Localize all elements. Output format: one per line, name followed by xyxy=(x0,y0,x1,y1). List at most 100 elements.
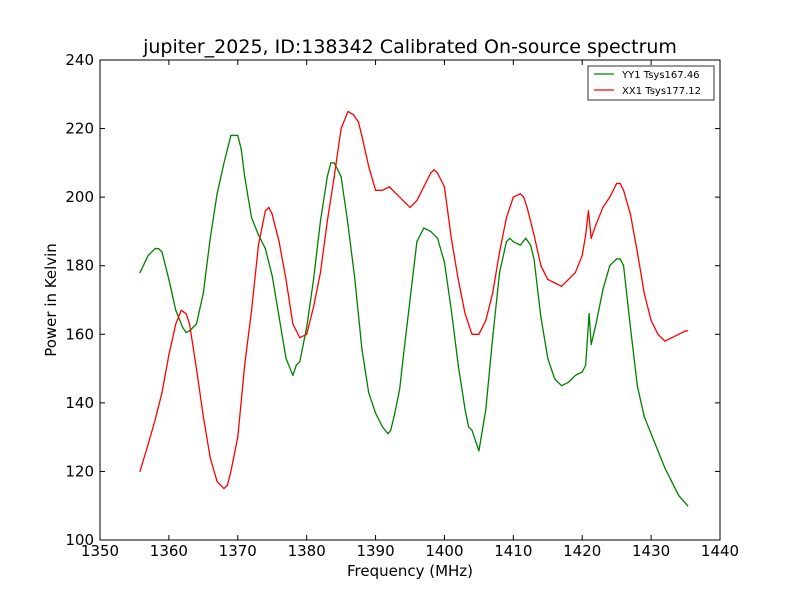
series-1-point xyxy=(357,121,359,123)
series-1-point xyxy=(433,169,435,171)
series-1-point xyxy=(478,333,480,335)
series-0-point xyxy=(333,162,335,164)
series-1-point xyxy=(505,217,508,219)
series-1-point xyxy=(622,189,625,191)
series-0-point xyxy=(416,241,418,243)
series-0-point xyxy=(209,237,211,239)
series-0-point xyxy=(381,426,384,428)
series-1-point xyxy=(595,223,597,226)
series-1-point xyxy=(374,189,377,191)
y-tick-label: 200 xyxy=(65,188,94,206)
series-1-point xyxy=(636,251,638,253)
series-1-point xyxy=(312,306,315,308)
series-1-point xyxy=(368,165,370,167)
series-0-point xyxy=(223,162,225,164)
series-1-point xyxy=(319,271,322,274)
series-1-point xyxy=(587,210,590,212)
series-0-point xyxy=(450,309,452,311)
series-1-point xyxy=(264,210,266,212)
series-1-point xyxy=(567,278,570,281)
series-1-point xyxy=(361,134,363,137)
series-0-point xyxy=(443,261,446,263)
series-1-point xyxy=(416,199,418,202)
series-1-point xyxy=(616,182,618,185)
series-1-point xyxy=(602,206,604,209)
series-1-point xyxy=(523,196,525,198)
series-0-point xyxy=(643,415,645,418)
series-0-point xyxy=(306,326,308,329)
series-0-point xyxy=(602,289,604,291)
series-0-point xyxy=(595,323,597,325)
series-1-point xyxy=(268,206,270,209)
series-1-point xyxy=(498,251,501,253)
series-0-point xyxy=(390,429,392,431)
series-1-point xyxy=(161,391,163,394)
series-0-point xyxy=(182,326,184,329)
series-1-point xyxy=(216,481,218,483)
series-1-point xyxy=(278,241,280,243)
series-0-point xyxy=(588,313,590,315)
series-0-point xyxy=(240,148,242,150)
legend-label-yy1: YY1 Tsys167.46 xyxy=(621,70,700,81)
series-1-point xyxy=(684,330,687,332)
series-1-point xyxy=(619,182,621,185)
series-1-point xyxy=(492,292,494,294)
plot-frame xyxy=(99,59,721,541)
series-0-point xyxy=(554,378,556,380)
series-0-point xyxy=(519,244,521,246)
series-1-point xyxy=(443,186,446,188)
series-0-point xyxy=(264,247,266,250)
series-0-point xyxy=(671,481,673,483)
series-1-point xyxy=(185,313,187,315)
series-0-point xyxy=(340,175,342,178)
series-0-point xyxy=(471,429,473,431)
series-1-point xyxy=(244,364,246,366)
series-1-point xyxy=(590,237,592,239)
series-0-point xyxy=(657,450,659,452)
series-0-point xyxy=(402,357,404,359)
series-1-point xyxy=(533,234,535,236)
series-0-point xyxy=(533,258,535,260)
series-0-point xyxy=(485,409,487,411)
series-0-point xyxy=(299,361,301,363)
series-1-point xyxy=(457,278,459,281)
series-0-point xyxy=(257,234,260,236)
series-1-point xyxy=(168,354,170,356)
series-1-point xyxy=(560,285,563,287)
series-0-point xyxy=(467,426,470,428)
series-1-point xyxy=(687,330,689,332)
y-tick-label: 100 xyxy=(65,531,94,549)
series-0-point xyxy=(619,258,621,260)
x-tick-label: 1380 xyxy=(288,542,326,560)
series-0-point xyxy=(295,364,297,366)
series-1-point xyxy=(250,309,253,311)
series-0-point xyxy=(195,323,198,325)
series-1-point xyxy=(574,271,576,274)
series-0-point xyxy=(512,241,514,243)
series-1-point xyxy=(209,457,211,459)
series-0-point xyxy=(139,271,141,274)
y-axis: 100 120 140 160 180 200 220 240 xyxy=(65,51,720,549)
series-0-point xyxy=(330,162,332,164)
series-1-point xyxy=(464,313,466,315)
series-0-point xyxy=(509,237,511,239)
series-1-point xyxy=(285,278,287,281)
series-1-point xyxy=(650,319,652,322)
series-1-point xyxy=(526,206,528,209)
series-1-point xyxy=(450,237,452,239)
series-0-point xyxy=(368,391,370,394)
series-0-point xyxy=(457,364,459,366)
series-0-point xyxy=(547,357,549,359)
series-1-point xyxy=(423,186,425,188)
x-tick-label: 1440 xyxy=(701,542,739,560)
series-1-point xyxy=(347,110,349,113)
series-1-point xyxy=(609,196,611,198)
series-0-point xyxy=(581,371,583,373)
series-1-point xyxy=(485,319,487,322)
series-0-point xyxy=(271,275,273,277)
series-0-point xyxy=(529,244,532,246)
series-1-point xyxy=(440,179,442,181)
x-tick-label: 1410 xyxy=(494,542,532,560)
series-1-point xyxy=(188,323,191,325)
